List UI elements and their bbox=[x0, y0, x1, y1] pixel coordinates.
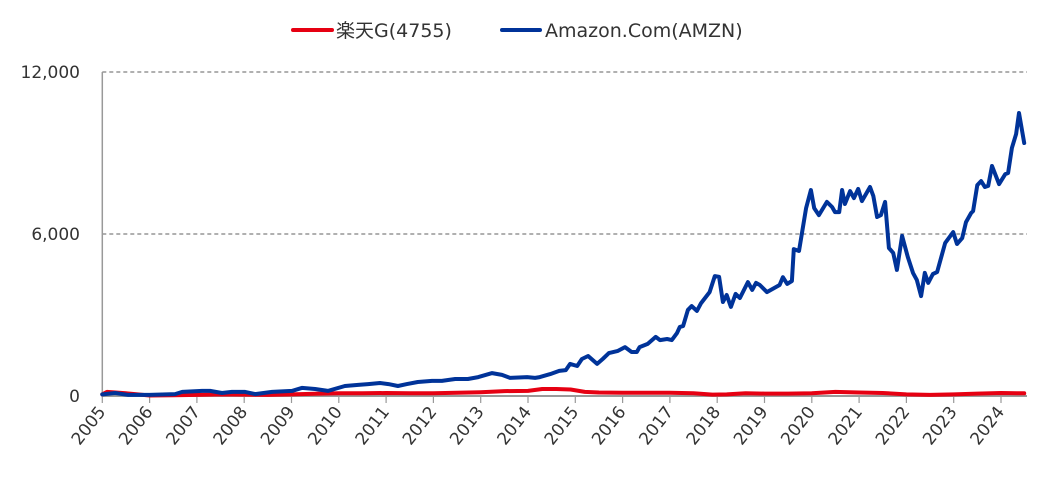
x-tick-label: 2021 bbox=[825, 403, 867, 449]
y-tick-label: 12,000 bbox=[21, 63, 80, 83]
series-line-rakuten bbox=[100, 387, 1027, 398]
x-tick-label: 2009 bbox=[257, 403, 299, 449]
x-tick-label: 2010 bbox=[304, 403, 346, 449]
legend: 楽天G(4755) Amazon.Com(AMZN) bbox=[291, 20, 743, 42]
legend-label-rakuten: 楽天G(4755) bbox=[336, 20, 452, 42]
x-tick-label: 2007 bbox=[162, 403, 204, 449]
x-tick-label: 2018 bbox=[683, 403, 725, 449]
x-tick-label: 2017 bbox=[635, 403, 677, 449]
legend-label-amazon: Amazon.Com(AMZN) bbox=[545, 20, 743, 42]
y-tick-label: 6,000 bbox=[31, 225, 80, 245]
x-tick-label: 2006 bbox=[115, 403, 157, 449]
x-tick-label: 2022 bbox=[872, 403, 914, 449]
x-tick-label: 2014 bbox=[494, 403, 536, 449]
x-tick-label: 2016 bbox=[588, 403, 630, 449]
x-tick-label: 2023 bbox=[919, 403, 961, 449]
x-tick-label: 2024 bbox=[967, 403, 1009, 449]
x-tick-label: 2012 bbox=[399, 403, 441, 449]
x-tick-label: 2020 bbox=[777, 403, 819, 449]
y-tick-label: 0 bbox=[69, 387, 80, 407]
series-line-amazon bbox=[100, 111, 1027, 397]
x-tick-label: 2013 bbox=[446, 403, 488, 449]
gridlines bbox=[102, 71, 1027, 235]
x-tick-label: 2011 bbox=[352, 403, 394, 449]
series-lines bbox=[100, 111, 1027, 398]
x-tick-label: 2015 bbox=[541, 403, 583, 449]
x-tick-label: 2005 bbox=[68, 403, 110, 449]
x-tick-label: 2019 bbox=[730, 403, 772, 449]
x-tick-label: 2008 bbox=[210, 403, 252, 449]
